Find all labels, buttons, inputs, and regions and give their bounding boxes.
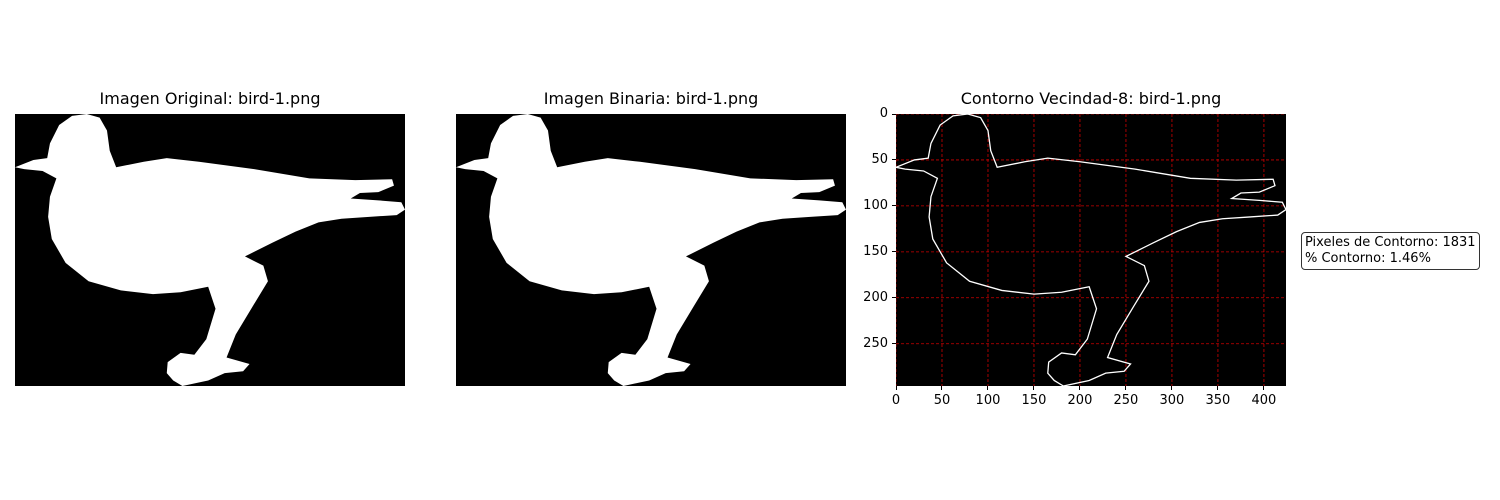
x-tick-mark	[987, 386, 989, 390]
x-tick-label: 50	[933, 393, 951, 408]
contour-stats-box: Pixeles de Contorno: 1831 % Contorno: 1.…	[1301, 232, 1480, 270]
y-tick-mark	[892, 297, 896, 299]
contour-percent: % Contorno: 1.46%	[1305, 251, 1431, 266]
x-tick-mark	[895, 386, 897, 390]
x-tick-label: 150	[1021, 393, 1047, 408]
y-tick-label: 200	[863, 289, 888, 305]
grid-lines	[896, 114, 1286, 386]
binary-image	[456, 114, 846, 386]
x-tick-mark	[1217, 386, 1219, 390]
y-tick-label: 100	[863, 197, 888, 213]
y-tick-mark	[892, 205, 896, 207]
y-tick-label: 250	[863, 335, 888, 351]
contour-pixel-count: Pixeles de Contorno: 1831	[1305, 235, 1476, 250]
x-tick-mark	[1263, 386, 1265, 390]
x-tick-label: 200	[1067, 393, 1093, 408]
x-tick-label: 0	[891, 393, 901, 408]
y-tick-mark	[892, 159, 896, 161]
x-tick-label: 300	[1159, 393, 1185, 408]
panel-title-contour: Contorno Vecindad-8: bird-1.png	[960, 89, 1222, 108]
x-tick-mark	[1079, 386, 1081, 390]
y-tick-label: 50	[871, 151, 888, 167]
bird-silhouette-original	[15, 114, 405, 386]
y-tick-mark	[892, 343, 896, 345]
x-tick-mark	[941, 386, 943, 390]
x-tick-mark	[1125, 386, 1127, 390]
x-tick-label: 350	[1205, 393, 1231, 408]
y-tick-mark	[892, 251, 896, 253]
y-tick-label: 0	[879, 106, 888, 121]
panel-title-binary: Imagen Binaria: bird-1.png	[543, 89, 759, 108]
y-tick-mark	[892, 113, 896, 115]
panel-title-original: Imagen Original: bird-1.png	[99, 89, 321, 108]
contour-image	[896, 114, 1286, 386]
x-tick-label: 250	[1113, 393, 1139, 408]
y-tick-label: 150	[863, 243, 888, 259]
bird-silhouette-binary	[456, 114, 846, 386]
bird-contour-line	[896, 114, 1286, 386]
original-image	[15, 114, 405, 386]
x-tick-mark	[1171, 386, 1173, 390]
contour-plot	[896, 114, 1286, 386]
x-tick-label: 400	[1251, 393, 1277, 408]
x-tick-label: 100	[975, 393, 1001, 408]
x-tick-mark	[1033, 386, 1035, 390]
